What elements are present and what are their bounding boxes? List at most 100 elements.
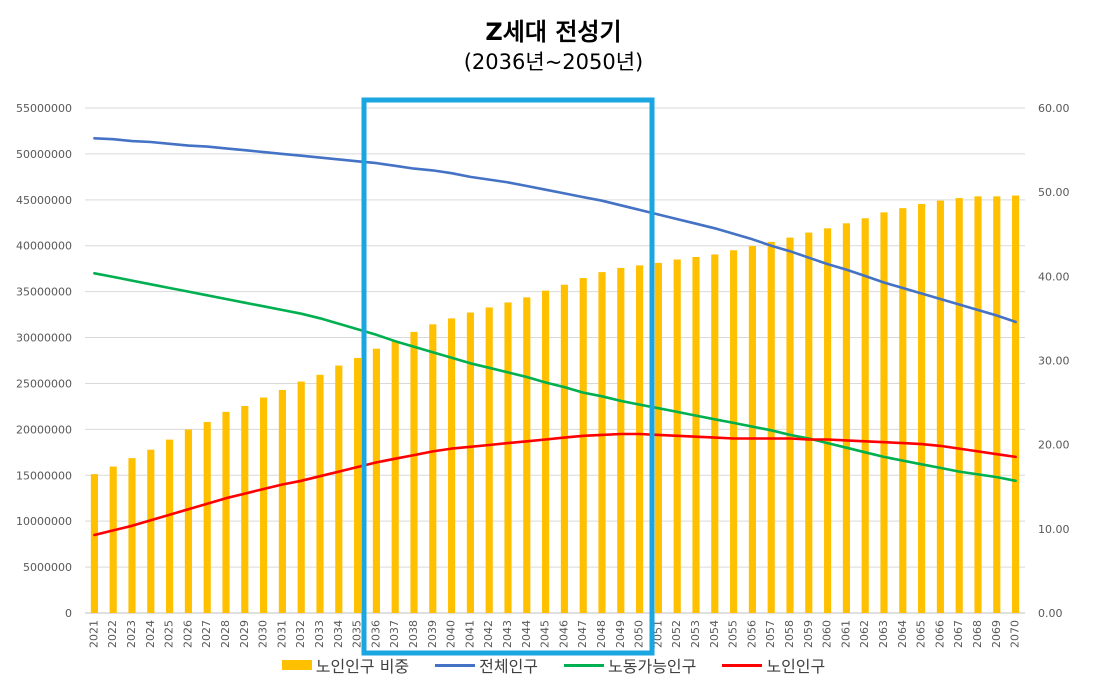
y-left-tick-label: 30000000 — [16, 332, 72, 345]
bar — [372, 348, 380, 613]
y-left-tick-label: 50000000 — [16, 148, 72, 161]
legend-item-working-age: 노동가능인구 — [564, 653, 696, 677]
bar — [410, 331, 418, 613]
x-tick-label: 2039 — [426, 620, 439, 648]
bar — [335, 365, 343, 613]
bar — [730, 250, 738, 613]
legend-label: 노인인구 — [766, 657, 826, 676]
x-tick-label: 2070 — [1009, 620, 1022, 648]
y-right-tick-label: 60.00 — [1038, 102, 1070, 115]
x-tick-label: 2052 — [670, 620, 683, 648]
bar — [936, 200, 944, 614]
x-tick-label: 2066 — [933, 620, 946, 648]
x-tick-label: 2031 — [275, 620, 288, 648]
bar — [203, 421, 211, 613]
y-left-tick-label: 25000000 — [16, 377, 72, 390]
x-tick-label: 2041 — [463, 620, 476, 648]
x-tick-label: 2038 — [407, 620, 420, 648]
x-tick-label: 2063 — [877, 620, 890, 648]
highlight-box — [361, 97, 655, 656]
bar — [109, 466, 117, 613]
bar — [1012, 195, 1020, 614]
bar — [880, 212, 888, 613]
y-right-tick-label: 20.00 — [1038, 439, 1070, 452]
x-tick-label: 2030 — [257, 620, 270, 648]
bar — [297, 381, 305, 613]
bar — [316, 374, 324, 613]
y-right-tick-label: 40.00 — [1038, 270, 1070, 283]
x-tick-label: 2056 — [745, 620, 758, 648]
bar — [184, 429, 192, 613]
x-tick-label: 2064 — [896, 620, 909, 648]
legend-item-elderly-ratio: 노인인구 비중 — [281, 653, 409, 677]
bar — [523, 297, 531, 613]
x-tick-label: 2022 — [106, 620, 119, 648]
bar — [354, 357, 362, 613]
bar — [918, 203, 926, 613]
legend-swatch-line — [722, 663, 763, 667]
legend: 노인인구 비중 전체인구 노동가능인구 노인인구 — [0, 653, 1107, 677]
y-right-tick-label: 30.00 — [1038, 355, 1070, 368]
y-left-tick-label: 0 — [65, 607, 72, 620]
bar — [842, 223, 850, 613]
bar — [278, 389, 286, 613]
x-tick-label: 2069 — [990, 620, 1003, 648]
x-tick-label: 2043 — [501, 620, 514, 648]
x-tick-label: 2042 — [482, 620, 495, 648]
legend-label: 노동가능인구 — [608, 657, 697, 676]
x-tick-label: 2025 — [163, 620, 176, 648]
y-left-tick-label: 5000000 — [23, 561, 72, 574]
x-tick-label: 2034 — [332, 620, 345, 648]
y-right-tick-label: 0.00 — [1038, 607, 1063, 620]
x-tick-label: 2050 — [633, 620, 646, 648]
x-tick-label: 2054 — [708, 620, 721, 648]
legend-swatch-line — [564, 663, 605, 667]
y-left-tick-label: 20000000 — [16, 423, 72, 436]
chart-subtitle: (2036년~2050년) — [463, 50, 644, 74]
bar — [429, 324, 437, 613]
bar — [598, 272, 606, 613]
x-tick-label: 2033 — [313, 620, 326, 648]
bar — [861, 218, 869, 613]
bar — [993, 196, 1001, 613]
bar — [504, 302, 512, 613]
x-tick-label: 2026 — [181, 620, 194, 648]
bar — [748, 246, 756, 614]
bar — [391, 341, 399, 613]
x-tick-label: 2021 — [87, 620, 100, 648]
bar — [692, 256, 700, 613]
bar — [617, 267, 625, 613]
x-tick-label: 2065 — [915, 620, 928, 648]
bar — [805, 232, 813, 614]
bar — [485, 307, 493, 613]
bar — [222, 411, 230, 613]
bar — [448, 318, 456, 613]
y-left-tick-label: 55000000 — [16, 102, 72, 115]
x-tick-label: 2044 — [520, 620, 533, 648]
bar — [767, 241, 775, 613]
series-line — [93, 432, 1017, 537]
series-line — [93, 137, 1017, 324]
x-tick-label: 2049 — [614, 620, 627, 648]
x-tick-label: 2053 — [689, 620, 702, 648]
x-tick-label: 2037 — [388, 620, 401, 648]
x-tick-label: 2040 — [445, 620, 458, 648]
bar — [636, 265, 644, 613]
bar — [711, 254, 719, 613]
x-tick-label: 2051 — [651, 620, 664, 648]
y-right-tick-label: 50.00 — [1038, 186, 1070, 199]
bar — [955, 198, 963, 613]
x-tick-label: 2027 — [200, 620, 213, 648]
bar — [654, 262, 662, 613]
bar — [260, 397, 268, 613]
bar — [974, 196, 982, 613]
bar — [241, 405, 249, 613]
y-left-tick-label: 10000000 — [16, 515, 72, 528]
x-tick-label: 2057 — [764, 620, 777, 648]
y-right-tick-label: 10.00 — [1038, 523, 1070, 536]
bar — [542, 290, 550, 613]
x-tick-label: 2067 — [952, 620, 965, 648]
x-tick-label: 2046 — [557, 620, 570, 648]
x-tick-label: 2055 — [727, 620, 740, 648]
